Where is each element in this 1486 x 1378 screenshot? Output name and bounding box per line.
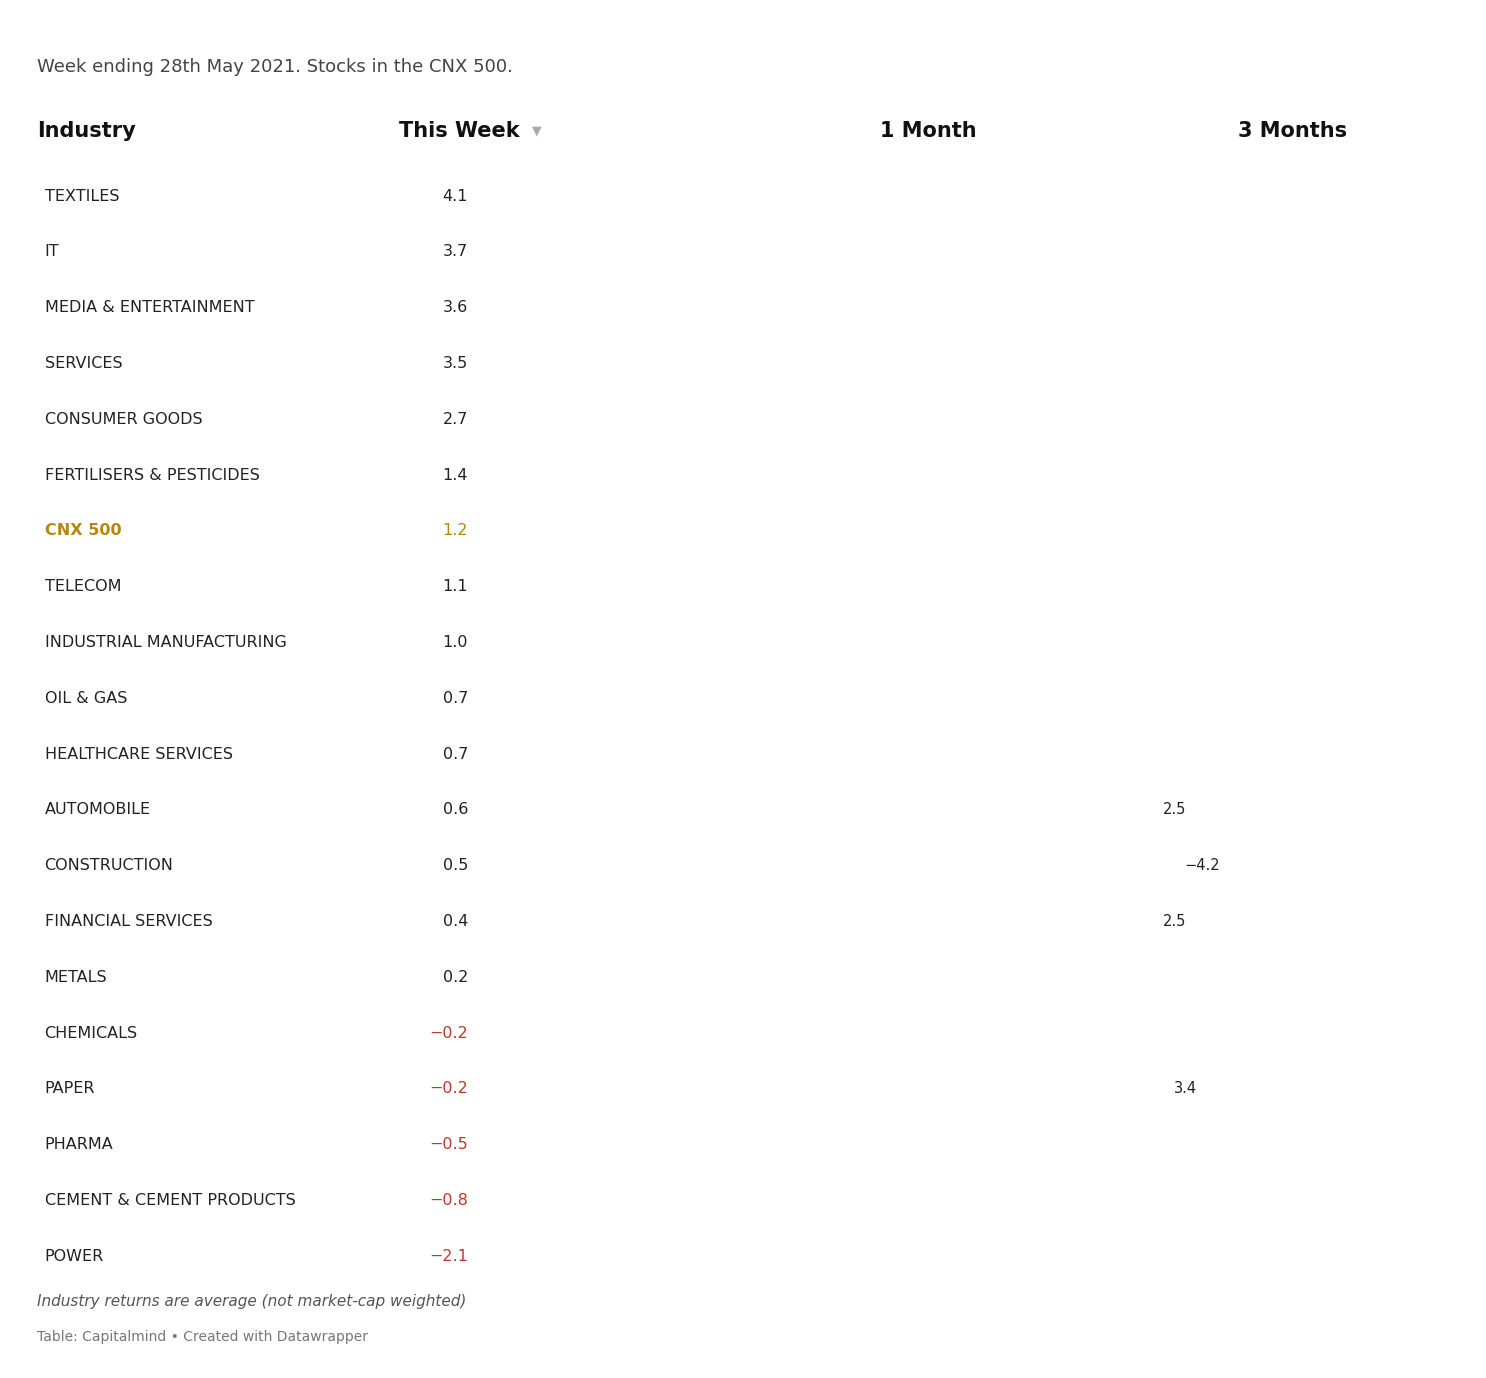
Text: 1 Month: 1 Month xyxy=(880,121,978,141)
Text: 17.7: 17.7 xyxy=(1305,244,1337,259)
Text: This Week: This Week xyxy=(400,121,520,141)
Text: 3.7: 3.7 xyxy=(1137,300,1161,316)
Text: 20.1: 20.1 xyxy=(1334,189,1367,204)
Text: −0.2: −0.2 xyxy=(429,1025,468,1040)
Text: 4.7: 4.7 xyxy=(808,1025,832,1040)
Text: 10.5: 10.5 xyxy=(1213,356,1245,371)
Text: Week ending 28th May 2021. Stocks in the CNX 500.: Week ending 28th May 2021. Stocks in the… xyxy=(37,58,513,76)
Text: 8.2: 8.2 xyxy=(849,412,871,427)
Text: 16.2: 16.2 xyxy=(929,356,961,371)
Text: FINANCIAL SERVICES: FINANCIAL SERVICES xyxy=(45,914,212,929)
Text: 0.4: 0.4 xyxy=(443,914,468,929)
Text: 12: 12 xyxy=(896,1248,914,1264)
Text: 3.7: 3.7 xyxy=(443,244,468,259)
Text: 2.7: 2.7 xyxy=(443,412,468,427)
Text: 15.8: 15.8 xyxy=(924,300,957,316)
Text: 10.9: 10.9 xyxy=(869,579,902,594)
Text: CEMENT & CEMENT PRODUCTS: CEMENT & CEMENT PRODUCTS xyxy=(45,1193,296,1209)
Text: 12.6: 12.6 xyxy=(1239,690,1272,706)
Text: 3 Months: 3 Months xyxy=(1238,121,1348,141)
Text: 0.7: 0.7 xyxy=(443,747,468,762)
Text: 17.2: 17.2 xyxy=(1297,1137,1331,1152)
Text: MEDIA & ENTERTAINMENT: MEDIA & ENTERTAINMENT xyxy=(45,300,254,316)
Text: 23.5: 23.5 xyxy=(1378,1025,1410,1040)
Text: 3.4: 3.4 xyxy=(1174,1082,1198,1097)
Text: OIL & GAS: OIL & GAS xyxy=(45,690,126,706)
Text: 7.4: 7.4 xyxy=(840,1137,862,1152)
Text: 14.3: 14.3 xyxy=(1262,747,1294,762)
Text: 5.1: 5.1 xyxy=(1155,579,1177,594)
Text: 25.7: 25.7 xyxy=(1406,970,1438,985)
Text: 1.4: 1.4 xyxy=(443,467,468,482)
Text: METALS: METALS xyxy=(45,970,107,985)
Text: −0.2: −0.2 xyxy=(429,1082,468,1097)
Text: 3.6: 3.6 xyxy=(443,300,468,316)
Text: PHARMA: PHARMA xyxy=(45,1137,113,1152)
Text: 17.6: 17.6 xyxy=(945,189,978,204)
Text: 6.2: 6.2 xyxy=(825,858,849,874)
Text: 15.4: 15.4 xyxy=(1275,467,1308,482)
Text: Table: Capitalmind • Created with Datawrapper: Table: Capitalmind • Created with Datawr… xyxy=(37,1330,369,1344)
Text: 16.7: 16.7 xyxy=(1291,1193,1324,1209)
Text: CHEMICALS: CHEMICALS xyxy=(45,1025,138,1040)
Text: Industry returns are average (not market-cap weighted): Industry returns are average (not market… xyxy=(37,1294,467,1309)
Text: 0.6: 0.6 xyxy=(443,802,468,817)
Text: −0.8: −0.8 xyxy=(429,1193,468,1209)
Text: HEALTHCARE SERVICES: HEALTHCARE SERVICES xyxy=(45,747,233,762)
Text: ▼: ▼ xyxy=(532,124,541,138)
Text: 0.2: 0.2 xyxy=(443,970,468,985)
Text: 17.8: 17.8 xyxy=(1306,1248,1339,1264)
Text: IT: IT xyxy=(45,244,59,259)
Text: 8.3: 8.3 xyxy=(850,970,872,985)
Text: Industry: Industry xyxy=(37,121,135,141)
Text: CONSUMER GOODS: CONSUMER GOODS xyxy=(45,412,202,427)
Text: 3.5: 3.5 xyxy=(443,356,468,371)
Text: FERTILISERS & PESTICIDES: FERTILISERS & PESTICIDES xyxy=(45,467,260,482)
Text: PAPER: PAPER xyxy=(45,1082,95,1097)
Text: −4.2: −4.2 xyxy=(1184,858,1220,874)
Text: 0.5: 0.5 xyxy=(443,858,468,874)
Text: 1.6: 1.6 xyxy=(813,747,837,762)
Text: −2.1: −2.1 xyxy=(429,1248,468,1264)
Text: TEXTILES: TEXTILES xyxy=(45,189,119,204)
Text: 11.1: 11.1 xyxy=(1221,412,1254,427)
Text: SERVICES: SERVICES xyxy=(45,356,122,371)
Text: 11: 11 xyxy=(884,635,903,650)
Text: 15.7: 15.7 xyxy=(1279,635,1312,650)
Text: 8.3: 8.3 xyxy=(850,914,872,929)
Text: CNX 500: CNX 500 xyxy=(45,524,122,539)
Text: POWER: POWER xyxy=(45,1248,104,1264)
Text: 0.7: 0.7 xyxy=(443,690,468,706)
Text: 1.1: 1.1 xyxy=(443,579,468,594)
Text: 2.5: 2.5 xyxy=(1162,914,1186,929)
Text: 4.1: 4.1 xyxy=(443,189,468,204)
Text: 7.9: 7.9 xyxy=(844,802,868,817)
Text: 6.4: 6.4 xyxy=(828,244,851,259)
Text: 11.2: 11.2 xyxy=(872,1193,905,1209)
Text: −0.5: −0.5 xyxy=(429,1137,468,1152)
Text: 16.3: 16.3 xyxy=(930,467,963,482)
Text: INDUSTRIAL MANUFACTURING: INDUSTRIAL MANUFACTURING xyxy=(45,635,287,650)
Text: 2.5: 2.5 xyxy=(1162,802,1186,817)
Text: TELECOM: TELECOM xyxy=(45,579,120,594)
Text: 6.1: 6.1 xyxy=(1167,524,1190,539)
Text: AUTOMOBILE: AUTOMOBILE xyxy=(45,802,150,817)
Text: 4.8: 4.8 xyxy=(810,1082,832,1097)
Text: 9.8: 9.8 xyxy=(866,690,889,706)
Text: CONSTRUCTION: CONSTRUCTION xyxy=(45,858,174,874)
Text: 1.2: 1.2 xyxy=(443,524,468,539)
Text: 4.7: 4.7 xyxy=(808,524,832,539)
Text: 1.0: 1.0 xyxy=(443,635,468,650)
